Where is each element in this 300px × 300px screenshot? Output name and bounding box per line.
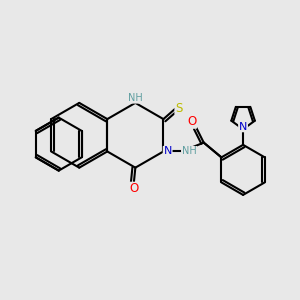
Text: O: O — [130, 182, 138, 192]
Text: NH: NH — [182, 146, 196, 157]
Text: O: O — [187, 115, 196, 128]
Text: NH: NH — [182, 146, 196, 157]
Text: N: N — [239, 122, 247, 132]
Text: O: O — [129, 182, 139, 195]
Text: S: S — [175, 102, 183, 115]
Text: NH: NH — [128, 93, 143, 103]
Text: O: O — [188, 118, 196, 128]
Text: NH: NH — [128, 93, 143, 103]
Text: N: N — [164, 146, 172, 157]
Text: N: N — [164, 146, 172, 157]
Text: S: S — [175, 104, 182, 114]
Text: N: N — [239, 122, 247, 132]
